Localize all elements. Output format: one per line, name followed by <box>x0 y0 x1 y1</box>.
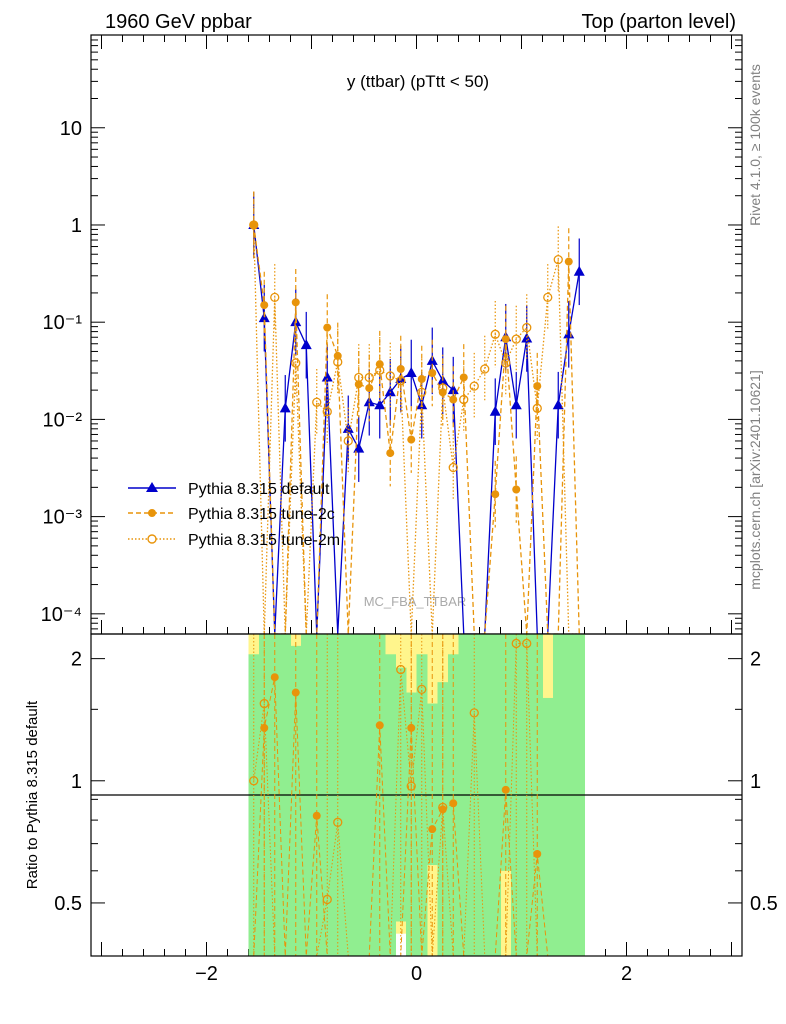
x-tick-label: 0 <box>411 963 422 985</box>
legend-label-tune-2m: Pythia 8.315 tune-2m <box>188 532 340 549</box>
data-point <box>449 395 458 404</box>
series-line <box>253 224 580 635</box>
band-green <box>416 654 428 956</box>
header-right: Top (parton level) <box>581 11 736 33</box>
y-tick-label: 10⁻² <box>43 409 83 431</box>
data-point <box>543 292 553 303</box>
data-point <box>386 449 395 458</box>
mcplots-label: mcplots.cern.ch [arXiv:2401.10621] <box>747 370 763 589</box>
ratio-plot: 0.5 0.5 1 1 2 2 −2 0 2 Ratio to Pythia 8.315 def… <box>24 633 778 985</box>
band-green <box>500 634 512 871</box>
legend-marker-tune-2c <box>148 509 156 517</box>
data-point <box>343 436 353 446</box>
data-point <box>573 265 585 276</box>
main-title: y (ttbar) (pTtt < 50) <box>347 72 489 91</box>
ratio-point <box>417 684 427 695</box>
data-point <box>396 376 406 386</box>
data-point <box>322 407 332 417</box>
band-green <box>248 654 260 956</box>
data-point <box>375 365 385 375</box>
band-green <box>427 703 438 866</box>
series-line <box>253 224 580 635</box>
data-point <box>511 334 521 344</box>
legend-marker-tune-2m <box>147 534 157 544</box>
watermark: MC_FBA_TTBAR <box>364 594 467 609</box>
rivet-label: Rivet 4.1.0, ≥ 100k events <box>747 64 763 226</box>
ratio-series-1 <box>249 634 580 957</box>
series-2 <box>249 191 580 635</box>
data-point <box>385 371 395 381</box>
ratio-point <box>291 688 300 697</box>
x-tick-label: −2 <box>195 963 218 985</box>
band-green <box>542 697 554 956</box>
data-point <box>321 371 333 382</box>
ratio-point <box>249 776 259 786</box>
data-point <box>490 329 500 339</box>
series-0 <box>248 191 585 635</box>
data-point <box>491 490 500 499</box>
x-tick-label: 2 <box>621 963 632 985</box>
data-point <box>480 364 490 374</box>
data-point <box>291 358 301 368</box>
band-green <box>290 645 302 956</box>
data-point <box>354 372 364 383</box>
ratio-point <box>407 723 416 732</box>
header-left: 1960 GeV ppbar <box>105 11 252 33</box>
series-line <box>253 224 580 635</box>
y-tick-label: 10⁻³ <box>43 507 83 529</box>
ratio-point <box>322 894 332 905</box>
legend-label-tune-2c: Pythia 8.315 tune-2c <box>188 506 335 523</box>
ratio-y-tick-label-right: 0.5 <box>750 893 778 915</box>
y-tick-label: 10⁻¹ <box>43 312 83 334</box>
main-plot: y (ttbar) (pTtt < 50) MC_FBA_TTBAR 10⁻⁴ 1… <box>41 34 743 956</box>
y-tick-label: 10⁻⁴ <box>41 604 82 626</box>
data-point <box>354 380 363 389</box>
band-green <box>385 654 396 956</box>
data-point <box>312 397 322 407</box>
ratio-y-tick-label-right: 1 <box>750 771 761 793</box>
legend-label-default: Pythia 8.315 default <box>188 481 330 498</box>
ratio-ylabel: Ratio to Pythia 8.315 default <box>24 700 41 889</box>
legend-marker-default <box>146 482 158 492</box>
ratio-y-tick-label-right: 2 <box>750 649 761 671</box>
y-tick-label: 10 <box>60 118 82 140</box>
data-point <box>522 322 532 333</box>
ratio-y-tick-label: 1 <box>71 771 82 793</box>
data-point <box>438 383 448 393</box>
y-tick-label: 1 <box>71 215 82 237</box>
legend: Pythia 8.315 default Pythia 8.315 tune-2… <box>128 481 340 549</box>
data-point <box>501 358 511 368</box>
data-point <box>469 381 479 391</box>
ratio-point <box>406 781 416 791</box>
data-point <box>447 384 459 395</box>
ratio-y-tick-label: 2 <box>71 649 82 671</box>
ratio-y-tick-label: 0.5 <box>54 893 82 915</box>
